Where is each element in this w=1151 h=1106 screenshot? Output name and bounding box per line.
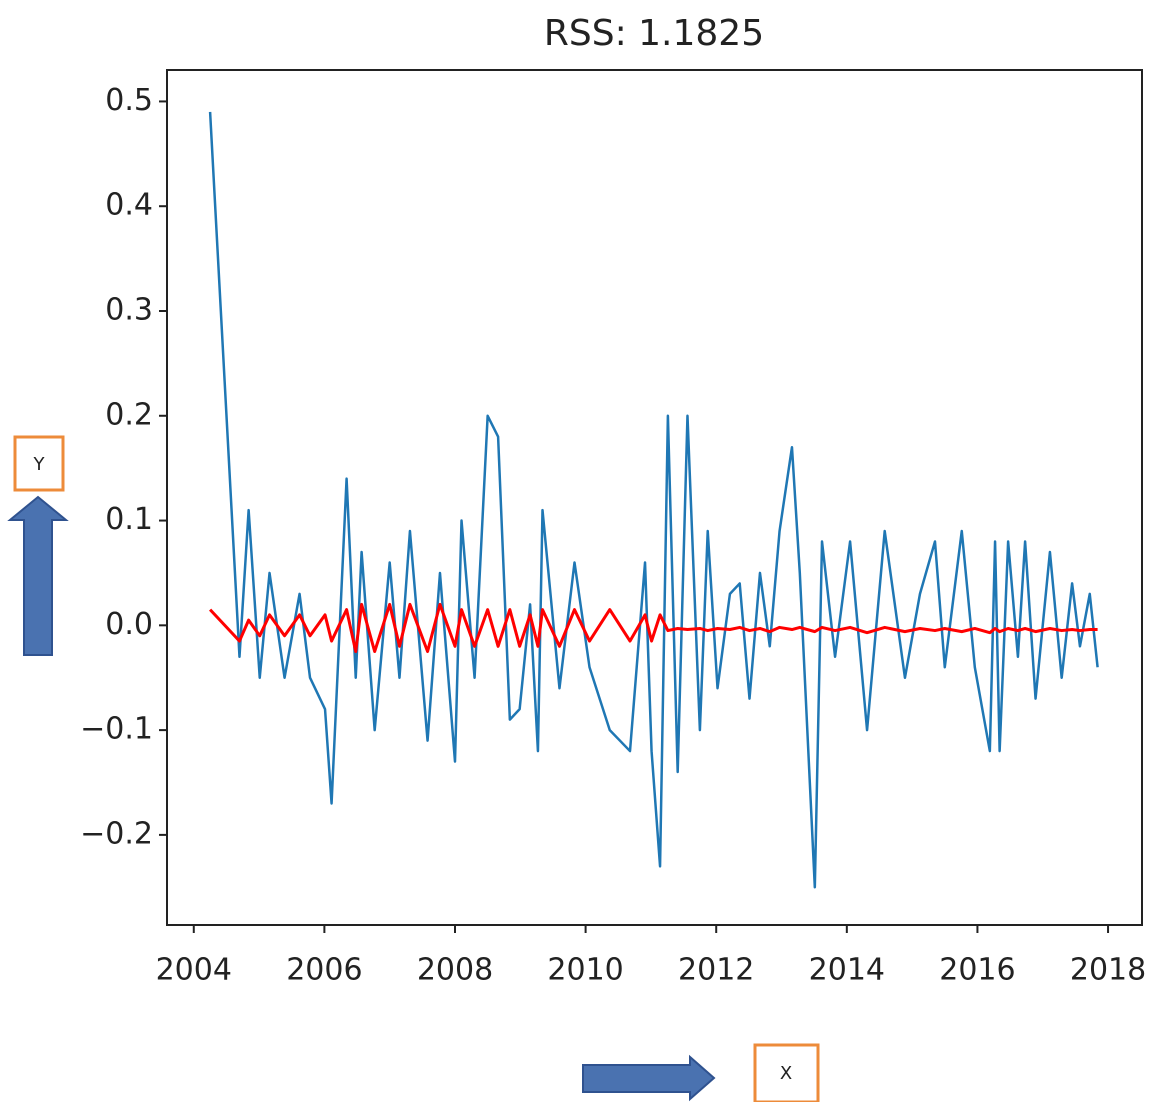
y-arrow (7, 495, 69, 656)
x-tick-label: 2014 (809, 953, 885, 988)
y-tick-label: −0.1 (80, 712, 153, 747)
x-tick-label: 2018 (1070, 953, 1146, 988)
plot-frame (166, 69, 1143, 926)
x-tick-label: 2004 (156, 953, 232, 988)
y-tick-label: 0.2 (105, 397, 153, 432)
x-tick-label: 2008 (417, 953, 493, 988)
series-line (209, 602, 1098, 654)
y-annotation-box (13, 435, 65, 492)
x-tick-label: 2010 (547, 953, 623, 988)
y-tick-label: 0.4 (105, 188, 153, 223)
x-annotation-box (753, 1043, 820, 1104)
y-tick-label: 0.3 (105, 292, 153, 327)
plot-area: −0.2 −0.1 0.0 0.1 0.2 0.3 0.4 0.5 2004 2006 2008 20… (80, 83, 1146, 988)
series-line (208, 111, 1099, 889)
x-tick-label: 2006 (286, 953, 362, 988)
y-tick-label: 0.0 (105, 607, 153, 642)
x-annotation: X (780, 1063, 792, 1084)
y-annotation: Y (33, 454, 46, 475)
y-tick-label: 0.1 (105, 502, 153, 537)
y-tick-label: 0.5 (105, 83, 153, 118)
y-tick-label: −0.2 (80, 816, 153, 851)
chart-title: RSS: 1.1825 (544, 13, 764, 54)
x-arrow (582, 1054, 716, 1102)
x-tick-label: 2012 (678, 953, 754, 988)
x-tick-label: 2016 (939, 953, 1015, 988)
